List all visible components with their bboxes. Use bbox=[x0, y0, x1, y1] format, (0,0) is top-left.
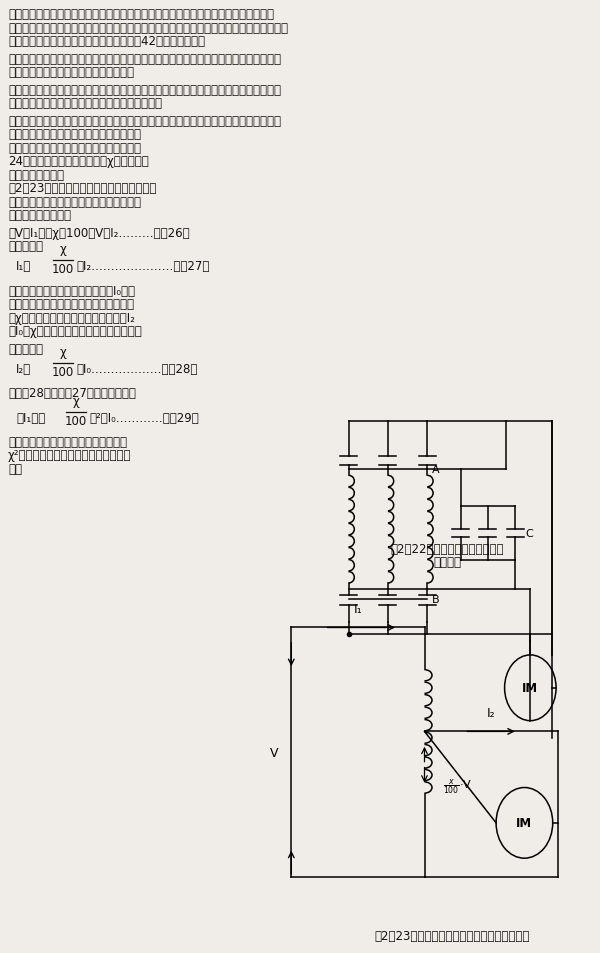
Text: χ: χ bbox=[59, 346, 67, 358]
Text: コンドルファ始動は前述の通り単巻線変圧器の中間タップを通して電動機にかかる電: コンドルファ始動は前述の通り単巻線変圧器の中間タップを通して電動機にかかる電 bbox=[8, 114, 281, 128]
Text: ２乗を乗じた値となる理由は次のとおりである。: ２乗を乗じた値となる理由は次のとおりである。 bbox=[8, 97, 162, 110]
Text: I₁: I₁ bbox=[353, 602, 362, 616]
Text: 図2．23において単巻変圧器の１次側と２次: 図2．23において単巻変圧器の１次側と２次 bbox=[8, 182, 157, 195]
Text: I₁＝（: I₁＝（ bbox=[16, 411, 45, 424]
Text: 動電流、始動トルクとも全電圧始動時の絀42［％］となる。: 動電流、始動トルクとも全電圧始動時の絀42［％］となる。 bbox=[8, 35, 205, 48]
Text: 100: 100 bbox=[52, 263, 74, 276]
Text: I₂＝: I₂＝ bbox=[16, 363, 31, 375]
Circle shape bbox=[496, 788, 553, 859]
Text: 100: 100 bbox=[65, 415, 87, 427]
Text: 特性は良好であると言うことが出来る。: 特性は良好であると言うことが出来る。 bbox=[8, 66, 134, 79]
Text: $\frac{x}{100}$·V: $\frac{x}{100}$·V bbox=[443, 776, 472, 795]
Text: のχ［％］となっているのであるからI₂: のχ［％］となっているのであるからI₂ bbox=[8, 312, 135, 324]
Text: 図2．22　コンドルファ始動回路: 図2．22 コンドルファ始動回路 bbox=[391, 542, 504, 556]
Text: ら次のようになる。: ら次のようになる。 bbox=[8, 209, 71, 222]
Text: ［％］を示す。）: ［％］を示す。） bbox=[8, 169, 64, 181]
Text: 従って、リアクトルの始動方式に比較して同じトルクの低下における始動電流の抑制: 従って、リアクトルの始動方式に比較して同じトルクの低下における始動電流の抑制 bbox=[8, 52, 281, 66]
Text: 100: 100 bbox=[52, 366, 74, 378]
Text: 図2．23　コンドルファ始動時の単相等価回路: 図2．23 コンドルファ始動時の単相等価回路 bbox=[375, 929, 530, 942]
Text: た。: た。 bbox=[8, 462, 22, 476]
Text: V: V bbox=[271, 746, 279, 759]
Text: 一方全電圧の場合の始動電流をI₀とす: 一方全電圧の場合の始動電流をI₀とす bbox=[8, 284, 135, 297]
Circle shape bbox=[505, 656, 556, 720]
Text: A: A bbox=[432, 465, 439, 475]
Text: モデル図: モデル図 bbox=[433, 556, 461, 569]
Text: 24のようになる。　（ただしχはタップ値: 24のようになる。 （ただしχはタップ値 bbox=[8, 155, 149, 168]
Text: ために始動時の等価回路を単相で表すと図: ために始動時の等価回路を単相で表すと図 bbox=[8, 141, 141, 154]
Text: V・I₁＝（χ／100）V・I₂………（式26）: V・I₁＝（χ／100）V・I₂………（式26） bbox=[8, 227, 190, 239]
Text: タップ値の２乗を乗じた値となる。従って例えばタップ値を６５［％］とした場合には始: タップ値の２乗を乗じた値となる。従って例えばタップ値を６５［％］とした場合には始 bbox=[8, 22, 288, 34]
Text: 圧を抑えて始動する方式であるから簡単の: 圧を抑えて始動する方式であるから簡単の bbox=[8, 128, 141, 141]
Text: ・I₀………………（式28）: ・I₀………………（式28） bbox=[76, 363, 197, 375]
Text: コンドルファ始動の場合始動電流始動トルクとも全電圧始動の場合の値にタップ値の: コンドルファ始動の場合始動電流始動トルクとも全電圧始動の場合の値にタップ値の bbox=[8, 84, 281, 96]
Text: ）²　I₀…………（式29）: ）² I₀…………（式29） bbox=[89, 411, 199, 424]
Text: 従って、始動電流は全電圧の場合の: 従って、始動電流は全電圧の場合の bbox=[8, 436, 127, 449]
Text: χ: χ bbox=[73, 395, 79, 407]
Text: I₁＝: I₁＝ bbox=[16, 260, 31, 274]
Text: 従って、: 従って、 bbox=[8, 342, 43, 355]
Text: コンドルファ始動方式の場合は始動電流及び始動トルクとも全電圧始動の場合の値に: コンドルファ始動方式の場合は始動電流及び始動トルクとも全電圧始動の場合の値に bbox=[8, 8, 274, 21]
Text: I₂: I₂ bbox=[487, 706, 496, 720]
Text: ると単巻変圧器の２次側の電圧は全電圧: ると単巻変圧器の２次側の電圧は全電圧 bbox=[8, 298, 134, 311]
Text: IM: IM bbox=[517, 817, 532, 829]
Text: χ: χ bbox=[59, 243, 67, 256]
Text: ・I₂…………………（式27）: ・I₂…………………（式27） bbox=[76, 260, 209, 274]
Text: 側の電圧及び電流の関係は変圧器の原理か: 側の電圧及び電流の関係は変圧器の原理か bbox=[8, 195, 141, 209]
Text: χ²［％］を乗じた値となることが解っ: χ²［％］を乗じた値となることが解っ bbox=[8, 449, 131, 462]
Text: B: B bbox=[432, 594, 439, 604]
Text: もI₀のχ［％］とならなければならない。: もI₀のχ［％］とならなければならない。 bbox=[8, 325, 142, 338]
Text: IM: IM bbox=[522, 681, 538, 695]
Text: （式28）を（式27）に代入すると: （式28）を（式27）に代入すると bbox=[8, 387, 136, 400]
Text: C: C bbox=[526, 529, 533, 538]
Text: 従って、: 従って、 bbox=[8, 240, 43, 253]
